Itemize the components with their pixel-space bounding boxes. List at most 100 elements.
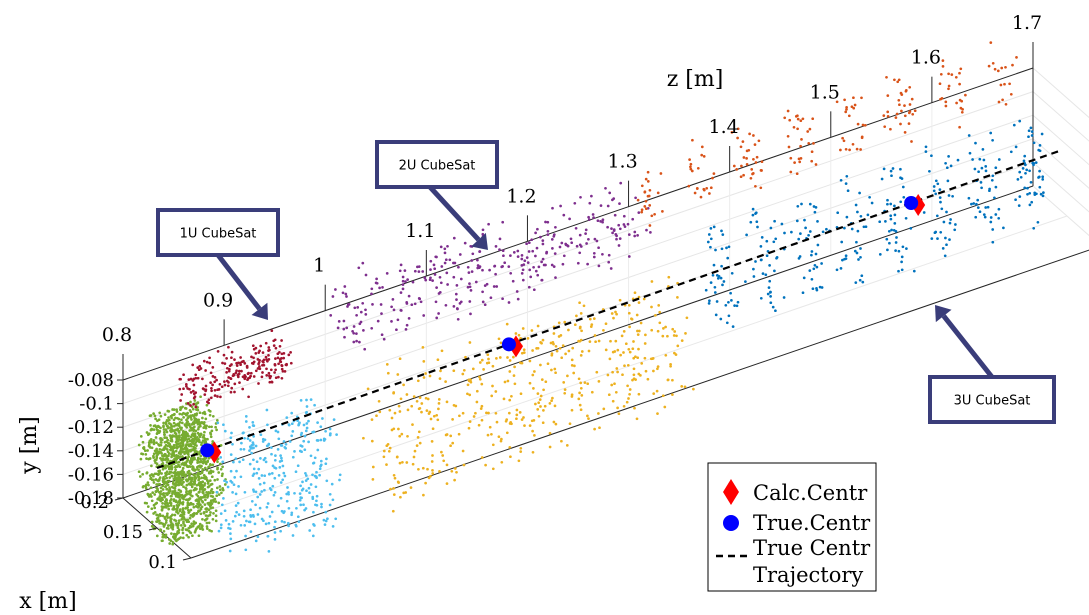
data-point (223, 509, 227, 513)
data-point (276, 448, 280, 451)
data-point (424, 278, 428, 282)
data-point (661, 394, 665, 398)
data-point (591, 213, 595, 216)
data-point (279, 360, 283, 364)
data-point (170, 532, 173, 535)
data-point (936, 182, 940, 186)
data-point (248, 520, 252, 524)
data-point (279, 529, 282, 533)
data-point (519, 446, 523, 450)
data-point (187, 510, 191, 514)
data-point (816, 220, 819, 223)
callout-label: 1U CubeSat (180, 227, 257, 242)
data-point (548, 402, 552, 405)
data-point (673, 351, 676, 355)
data-point (192, 513, 196, 517)
data-point (727, 300, 730, 304)
data-point (590, 390, 594, 394)
data-point (513, 382, 517, 386)
data-point (361, 261, 365, 265)
data-point (495, 285, 499, 288)
data-point (234, 504, 238, 507)
data-point (207, 425, 211, 429)
data-point (210, 425, 213, 429)
data-point (650, 214, 654, 218)
data-point (615, 234, 618, 238)
data-point (387, 449, 391, 453)
data-point (533, 434, 536, 437)
data-point (990, 178, 994, 182)
data-point (562, 254, 566, 258)
data-point (810, 253, 813, 257)
data-point (661, 334, 665, 338)
data-point (516, 297, 520, 301)
data-point (148, 439, 152, 443)
data-point (138, 475, 142, 478)
data-point (267, 521, 271, 525)
data-point (152, 442, 156, 446)
data-point (176, 495, 180, 498)
data-point (478, 250, 481, 253)
data-point (469, 289, 473, 292)
data-point (195, 527, 198, 531)
data-point (810, 159, 814, 163)
data-point (183, 524, 187, 528)
data-point (203, 488, 207, 491)
data-point (814, 206, 818, 209)
data-point (981, 148, 985, 151)
data-point (564, 352, 567, 356)
data-point (280, 520, 284, 523)
data-point (380, 312, 383, 315)
data-point (516, 255, 520, 258)
data-point (554, 422, 558, 426)
data-point (199, 457, 202, 461)
data-point (216, 460, 219, 464)
data-point (438, 377, 442, 380)
data-point (454, 404, 458, 408)
data-point (229, 537, 233, 541)
data-point (175, 476, 179, 480)
data-point (315, 499, 318, 503)
data-point (254, 369, 258, 373)
data-point (399, 291, 403, 294)
data-point (862, 225, 866, 229)
data-point (579, 408, 583, 412)
data-point (228, 527, 232, 531)
data-point (640, 184, 644, 188)
data-point (398, 357, 402, 361)
data-point (240, 441, 243, 445)
data-point (804, 226, 807, 230)
data-point (287, 423, 291, 426)
data-point (217, 501, 221, 505)
data-point (783, 231, 786, 235)
data-point (636, 329, 639, 333)
data-point (471, 252, 475, 256)
data-point (900, 260, 903, 264)
data-point (279, 454, 282, 457)
data-point (938, 196, 942, 199)
data-point (174, 522, 178, 525)
data-point (304, 479, 308, 482)
data-point (155, 441, 158, 445)
data-point (375, 277, 378, 281)
data-point (503, 261, 507, 265)
data-point (626, 384, 629, 388)
data-point (546, 220, 550, 224)
data-point (759, 169, 763, 172)
data-point (745, 233, 748, 237)
data-point (567, 349, 571, 353)
data-point (922, 211, 926, 214)
data-point (235, 361, 238, 365)
data-point (209, 435, 213, 439)
data-point (431, 469, 434, 472)
data-point (521, 278, 525, 282)
data-point (982, 213, 986, 216)
data-point (968, 151, 972, 155)
data-point (337, 320, 341, 323)
data-point (239, 475, 243, 479)
data-point (570, 358, 574, 362)
data-point (812, 142, 815, 145)
data-point (244, 415, 248, 418)
data-point (947, 84, 951, 88)
data-point (229, 469, 233, 473)
